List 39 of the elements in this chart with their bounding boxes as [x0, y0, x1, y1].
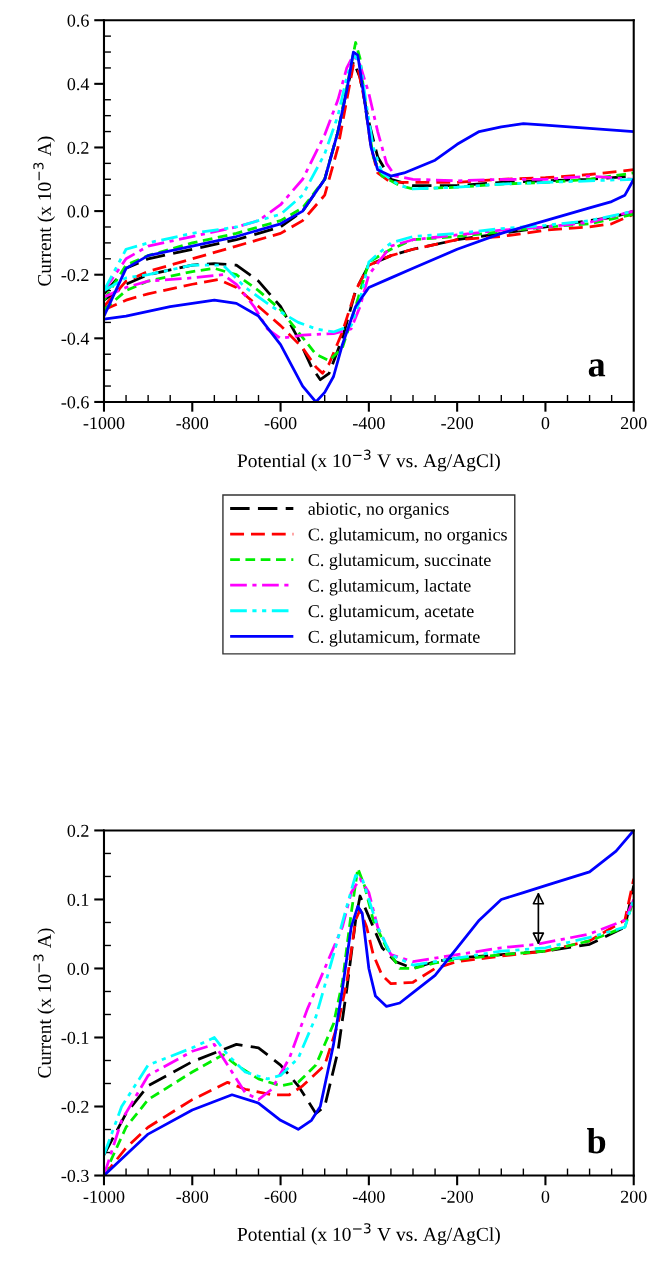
x-axis-title: Potential (x 10$^{−3}$ V vs. Ag/AgCl): [237, 449, 500, 472]
y-axis-title: Current (x 10$^{−3}$ A): [33, 136, 55, 286]
y-tick-label: -0.1: [61, 1031, 89, 1045]
y-tick-label: 0.2: [67, 141, 89, 154]
x-tick-label: -200: [441, 417, 474, 430]
y-axis-title: Current (x 10$^{−3}$ A): [33, 928, 55, 1078]
y-tick-label: -0.2: [61, 268, 89, 282]
y-tick-label: 0.1: [67, 893, 89, 906]
y-tick-label: -0.2: [61, 1100, 89, 1114]
y-tick-label: 0.0: [67, 205, 89, 218]
x-axis-title: Potential (x 10$^{−3}$ V vs. Ag/AgCl): [237, 1223, 500, 1245]
x-tick-label: -400: [352, 1190, 385, 1203]
y-tick-label: 0.2: [67, 824, 89, 837]
legend-label: C. glutamicum, no organics: [308, 527, 507, 545]
y-tick-label: -0.3: [61, 1169, 89, 1183]
x-tick-label: -400: [352, 417, 385, 430]
x-tick-label: -800: [176, 1190, 209, 1203]
x-tick-label: 0: [541, 417, 550, 430]
annotation: b: [587, 1128, 606, 1154]
legend-label: abiotic, no organics: [308, 502, 449, 519]
x-tick-label: -600: [264, 1190, 297, 1203]
x-tick-label: 200: [620, 417, 647, 430]
x-tick-label: -800: [176, 417, 209, 430]
x-tick-label: 0: [541, 1190, 550, 1203]
legend-label: C. glutamicum, succinate: [308, 553, 491, 570]
y-tick-label: 0.0: [67, 962, 89, 975]
legend-label: C. glutamicum, acetate: [308, 604, 474, 621]
y-tick-label: -0.4: [61, 332, 90, 345]
y-tick-label: 0.6: [67, 14, 89, 27]
legend-label: C. glutamicum, lactate: [308, 578, 471, 596]
x-tick-label: -1000: [83, 417, 125, 430]
y-tick-label: -0.6: [61, 396, 89, 409]
y-tick-label: 0.4: [67, 78, 90, 91]
x-tick-label: -600: [264, 417, 297, 430]
legend-label: C. glutamicum, formate: [308, 630, 480, 647]
annotation: a: [588, 359, 606, 377]
x-tick-label: -1000: [83, 1190, 125, 1203]
x-tick-label: 200: [620, 1190, 647, 1203]
x-tick-label: -200: [441, 1190, 474, 1203]
